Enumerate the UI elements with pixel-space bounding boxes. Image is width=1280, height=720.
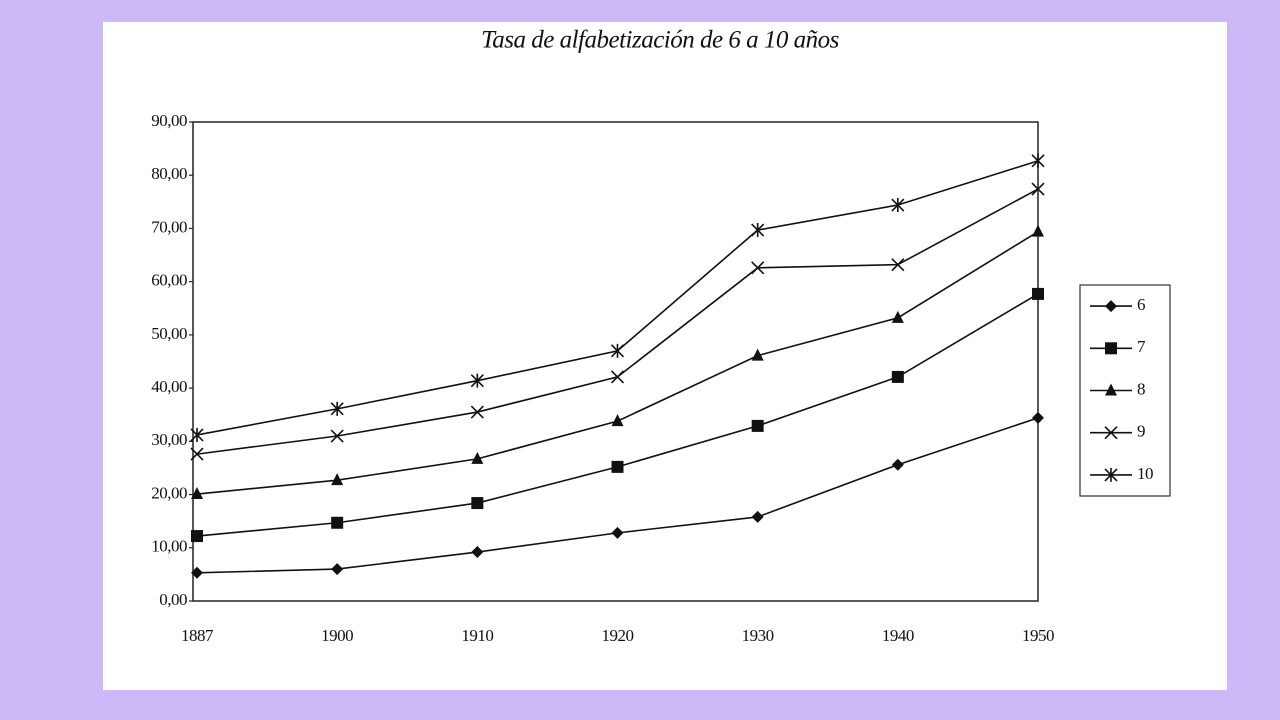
y-tick-label: 40,00 — [151, 377, 187, 396]
x-tick-label: 1910 — [461, 626, 493, 645]
data-point — [191, 487, 203, 500]
y-tick-label: 70,00 — [151, 217, 187, 236]
data-point — [331, 563, 344, 576]
data-point — [1031, 153, 1045, 168]
data-point — [891, 458, 904, 471]
data-point — [1032, 287, 1044, 300]
legend-label: 7 — [1137, 337, 1146, 356]
y-tick-label: 30,00 — [151, 430, 187, 449]
data-point — [1031, 182, 1045, 196]
legend-marker — [1105, 300, 1117, 313]
legend-marker — [1105, 383, 1117, 396]
data-point — [330, 429, 344, 443]
data-point — [751, 261, 765, 275]
data-point — [751, 510, 764, 523]
data-point — [470, 405, 484, 419]
data-point — [190, 447, 204, 461]
chart-title: Tasa de alfabetización de 6 a 10 años — [481, 27, 839, 54]
data-point — [1032, 224, 1044, 237]
data-point — [610, 370, 625, 384]
legend-marker — [1105, 342, 1117, 355]
data-point — [470, 373, 484, 388]
x-tick-label: 1950 — [1022, 626, 1054, 645]
legend-label: 8 — [1137, 379, 1145, 398]
x-tick-label: 1920 — [602, 626, 634, 645]
legend-marker — [1104, 426, 1118, 440]
data-point — [751, 348, 764, 361]
data-point — [191, 566, 203, 579]
data-point — [191, 530, 203, 543]
data-point — [190, 427, 204, 442]
y-tick-label: 60,00 — [151, 271, 187, 290]
data-point — [331, 473, 344, 486]
chart-panel — [103, 22, 1227, 690]
chart: 0,00 10,00 20,00 30,00 40,00 50,00 60,00 70,00 8… — [151, 111, 1171, 645]
data-point — [610, 343, 625, 358]
x-tick-label: 1930 — [742, 626, 774, 645]
y-tick-label: 90,00 — [151, 111, 187, 130]
data-point — [611, 414, 624, 427]
data-point — [471, 546, 484, 559]
x-tick-label: 1940 — [882, 626, 914, 645]
data-point — [471, 497, 484, 510]
data-point — [891, 310, 904, 323]
y-tick-label: 20,00 — [151, 483, 187, 502]
data-point — [611, 526, 624, 539]
data-point — [891, 370, 904, 383]
y-tick-label: 50,00 — [151, 324, 187, 343]
data-point — [471, 451, 484, 464]
x-tick-label: 1887 — [181, 626, 214, 645]
y-tick-label: 10,00 — [151, 537, 187, 556]
legend-label: 10 — [1137, 464, 1153, 483]
y-tick-label: 0,00 — [159, 590, 187, 609]
x-tick-label: 1900 — [321, 626, 353, 645]
data-point — [331, 516, 344, 529]
plot-frame — [192, 121, 1039, 602]
data-point — [751, 419, 764, 432]
data-point — [751, 223, 765, 238]
y-tick-label: 80,00 — [151, 164, 187, 183]
data-point — [1032, 411, 1044, 424]
data-point — [611, 460, 624, 473]
legend-marker — [1104, 467, 1118, 482]
legend-label: 9 — [1137, 422, 1145, 441]
data-point — [330, 401, 344, 416]
data-point — [891, 258, 905, 272]
legend-label: 6 — [1137, 295, 1145, 314]
data-point — [891, 198, 905, 213]
